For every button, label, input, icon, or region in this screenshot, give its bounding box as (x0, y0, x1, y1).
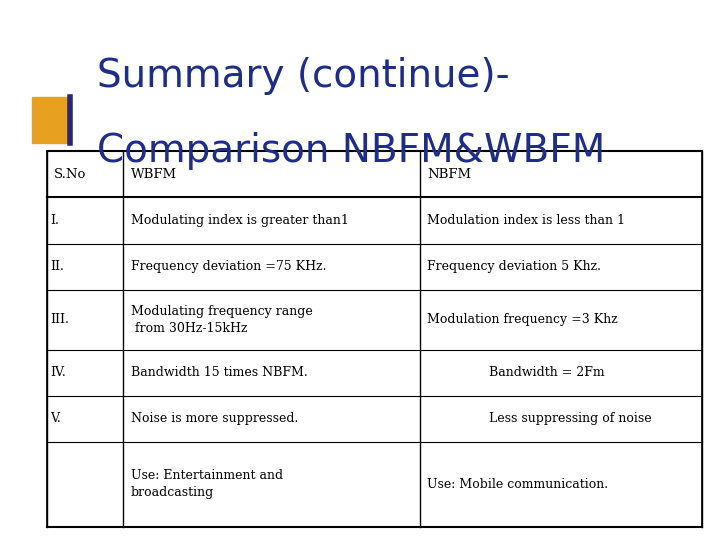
Text: Use: Mobile communication.: Use: Mobile communication. (428, 478, 608, 491)
Text: III.: III. (50, 313, 69, 326)
Text: IV.: IV. (50, 366, 66, 379)
Text: II.: II. (50, 260, 64, 273)
Text: Noise is more suppressed.: Noise is more suppressed. (130, 413, 298, 426)
Text: I.: I. (50, 214, 59, 227)
Text: WBFM: WBFM (130, 168, 177, 181)
Text: Modulation index is less than 1: Modulation index is less than 1 (428, 214, 626, 227)
Text: Bandwidth 15 times NBFM.: Bandwidth 15 times NBFM. (130, 366, 307, 379)
Text: Comparison NBFM&WBFM: Comparison NBFM&WBFM (97, 132, 606, 170)
Text: Frequency deviation =75 KHz.: Frequency deviation =75 KHz. (130, 260, 326, 273)
Text: S.No: S.No (54, 168, 86, 181)
Text: Modulating index is greater than1: Modulating index is greater than1 (130, 214, 348, 227)
Text: Modulating frequency range
 from 30Hz-15kHz: Modulating frequency range from 30Hz-15k… (130, 305, 312, 335)
Text: Modulation frequency =3 Khz: Modulation frequency =3 Khz (428, 313, 618, 326)
Text: V.: V. (50, 413, 61, 426)
Text: NBFM: NBFM (428, 168, 472, 181)
Text: Frequency deviation 5 Khz.: Frequency deviation 5 Khz. (428, 260, 601, 273)
Text: Use: Entertainment and
broadcasting: Use: Entertainment and broadcasting (130, 469, 283, 500)
Text: Bandwidth = 2Fm: Bandwidth = 2Fm (489, 366, 605, 379)
Text: Summary (continue)-: Summary (continue)- (97, 57, 510, 94)
Text: Less suppressing of noise: Less suppressing of noise (489, 413, 652, 426)
